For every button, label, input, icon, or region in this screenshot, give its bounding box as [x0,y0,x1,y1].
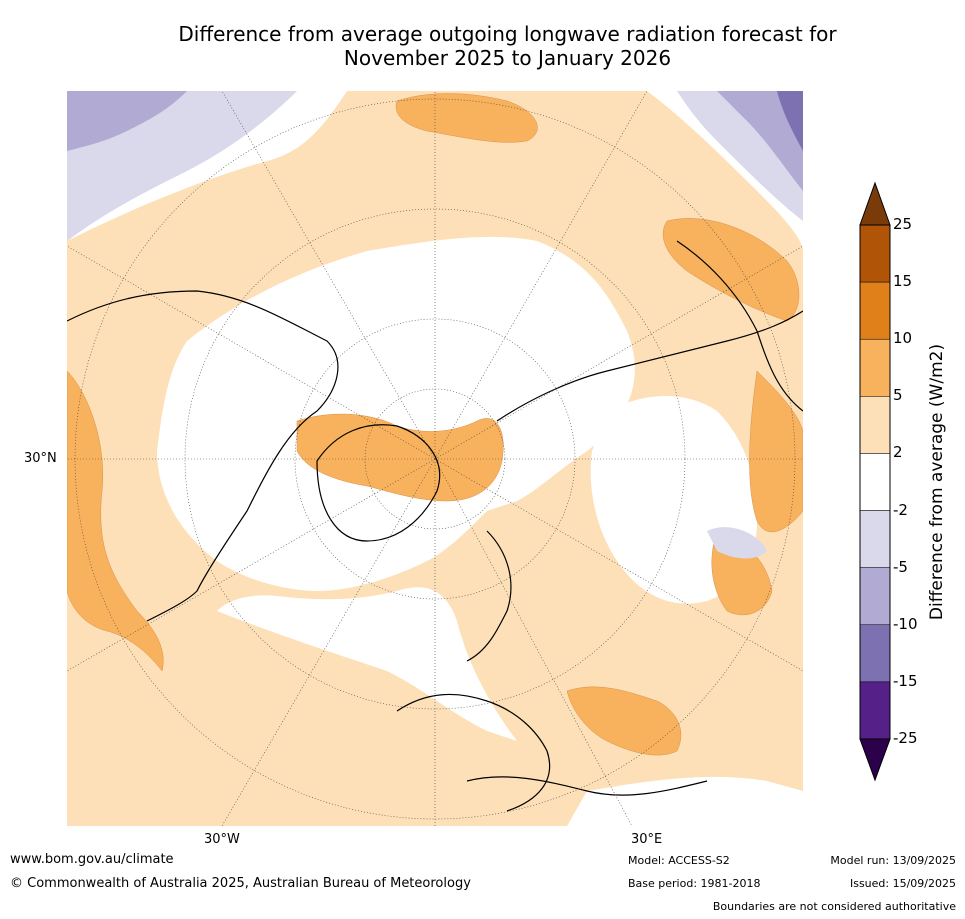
colorbar-tick-label: -2 [893,500,908,519]
anomaly-region-5-10-china [662,218,800,322]
colorbar-segment [859,624,891,683]
footer-url: www.bom.gov.au/climate [10,852,174,867]
map-title-line-1: Difference from average outgoing longwav… [178,22,837,46]
meridian-120e [434,245,803,460]
colorbar-tick-label: -5 [893,557,908,576]
colorbar-segment [859,567,891,626]
colorbar-tick-label: -25 [893,729,918,747]
polar-map-canvas [67,91,803,826]
coastline-greenland [316,424,441,542]
colorbar-segment [859,510,891,568]
longitude-label-30e: 30°E [631,832,663,847]
anomaly-region-5-10-pacific [395,93,538,143]
map-title: Difference from average outgoing longwav… [60,22,955,70]
coastline-mediterranean [466,776,708,796]
longitude-label-30w: 30°W [204,832,240,847]
meridian-30e [434,458,633,826]
colorbar-extend-top [859,181,891,226]
coastline-north-america [67,290,339,622]
near-normal-region-north-africa [567,776,803,826]
coastlines [67,240,803,812]
near-normal-region-atlantic-europe [217,587,517,741]
anomaly-region-5-10-central-asia [749,370,803,532]
colorbar-segment [859,281,891,340]
coastline-east-asia [676,240,803,412]
near-normal-region-arctic-northamerica [157,236,635,592]
colorbar-title: Difference from average (W/m2) [927,343,947,621]
anomaly-region-5-10-eastpacific [67,370,164,672]
footer-model-run: Model run: 13/09/2025 [830,854,956,867]
anomaly-region-minus5-minus10-ne [717,91,803,191]
colorbar [859,181,891,782]
anomaly-region-5-10-europe [566,686,682,756]
footer-model: Model: ACCESS-S2 [628,854,730,867]
coastline-scandinavia [466,530,512,662]
coastline-eurasia-arctic [496,310,803,422]
colorbar-tick-label: 5 [893,386,903,405]
colorbar-extend-bottom [859,738,891,782]
colorbar-tick-label: -15 [893,671,918,690]
anomaly-region-minus10-minus15-ne [777,91,803,151]
anomaly-region-minus5-minus10-nw [67,91,187,151]
colorbar-outline [859,224,891,740]
footer-copyright: © Commonwealth of Australia 2025, Austra… [10,876,471,891]
colorbar-segment [859,453,891,511]
map-title-line-2: November 2025 to January 2026 [343,46,672,70]
latitude-circle-70n [294,318,576,600]
coastline-europe [396,693,551,812]
colorbar-segment [859,681,891,740]
colorbar-tick-label: 25 [893,215,913,233]
colorbar-segment [859,396,891,454]
colorbar-tick-label: -10 [893,614,918,633]
colorbar-segment [859,338,891,397]
latitude-label-30n: 30°N [24,451,57,466]
colorbar-tick-label: 15 [893,272,913,291]
colorbar-tick-label: 10 [893,329,913,348]
footer-boundaries-note: Boundaries are not considered authoritat… [712,900,956,913]
graticule [67,91,803,826]
colorbar-tick-label: 2 [893,443,903,462]
polar-map [67,91,803,826]
colorbar-segment [859,224,891,283]
footer-base-period: Base period: 1981-2018 [628,877,761,890]
anomaly-region-minus2-minus5-himalaya [707,527,767,559]
footer-issued: Issued: 15/09/2025 [849,877,956,890]
meridian-150w [221,91,436,460]
colorbar-segments [859,224,891,740]
meridian-120w [67,245,436,460]
